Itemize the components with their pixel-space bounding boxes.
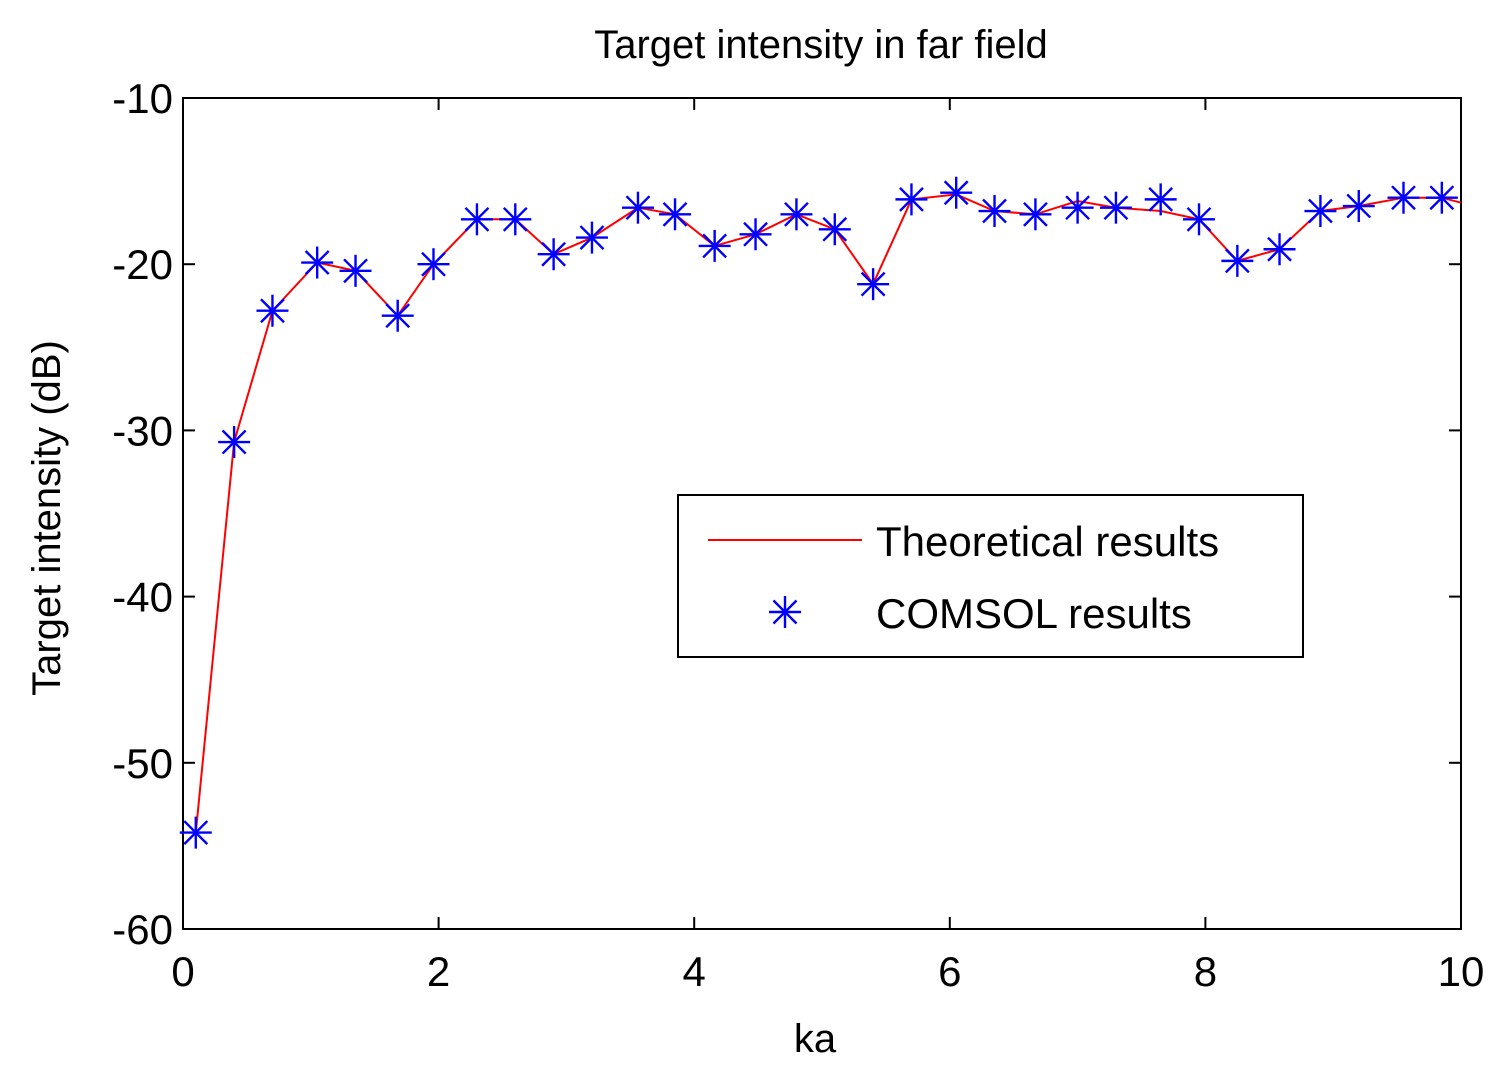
y-tick-label: -30 [112,407,173,454]
comsol-data-point [218,426,251,459]
comsol-data-point [1183,203,1216,236]
x-tick-label: 10 [1438,948,1485,995]
legend-label-theoretical: Theoretical results [876,518,1219,565]
comsol-data-point [499,203,532,236]
y-axis-label: Target intensity (dB) [25,340,69,696]
comsol-data-point [857,268,890,301]
comsol-data-point [698,229,731,262]
legend-box [677,494,1304,658]
comsol-data-point [179,816,212,849]
comsol-data-point [818,213,851,246]
comsol-data-point [381,299,414,332]
comsol-data-point [895,183,928,216]
legend-swatch-comsol [769,596,801,628]
legend: Theoretical results COMSOL results [677,494,1304,658]
comsol-data-point [1019,198,1052,231]
comsol-data-point [537,238,570,271]
y-axis: -10 -20 -30 -40 -50 -60 [112,75,1461,953]
y-tick-label: -60 [112,906,173,953]
x-tick-label: 0 [171,948,194,995]
comsol-data-point [301,246,334,279]
comsol-data-point [1144,183,1177,216]
comsol-data-point [621,191,654,224]
y-tick-label: -10 [112,75,173,122]
x-axis: 0 2 4 6 8 10 [171,98,1484,995]
y-tick-label: -50 [112,740,173,787]
x-tick-label: 4 [683,948,706,995]
comsol-data-point [780,198,813,231]
x-tick-label: 8 [1194,948,1217,995]
legend-label-comsol: COMSOL results [876,590,1192,637]
comsol-data-point [1221,244,1254,277]
comsol-data-point [940,176,973,209]
comsol-data-point [1387,181,1420,214]
comsol-data-point [575,221,608,254]
comsol-data-point [339,254,372,287]
comsol-data-point [1425,181,1458,214]
series-layer [179,176,1462,849]
comsol-data-point [1263,233,1296,266]
comsol-data-point [978,195,1011,228]
comsol-data-point [659,198,692,231]
comsol-data-point [739,218,772,251]
comsol-data-point [1342,190,1375,223]
comsol-data-point [1061,191,1094,224]
x-axis-label: ka [794,1017,837,1061]
chart-title: Target intensity in far field [594,23,1048,67]
x-tick-label: 6 [938,948,961,995]
comsol-data-point [1099,191,1132,224]
comsol-data-point [1304,195,1337,228]
comsol-data-point [417,248,450,281]
comsol-data-point [256,294,289,327]
comsol-data-point [460,203,493,236]
y-tick-label: -20 [112,241,173,288]
x-tick-label: 2 [427,948,450,995]
legend-asterisk-marker [769,596,801,628]
y-tick-label: -40 [112,574,173,621]
